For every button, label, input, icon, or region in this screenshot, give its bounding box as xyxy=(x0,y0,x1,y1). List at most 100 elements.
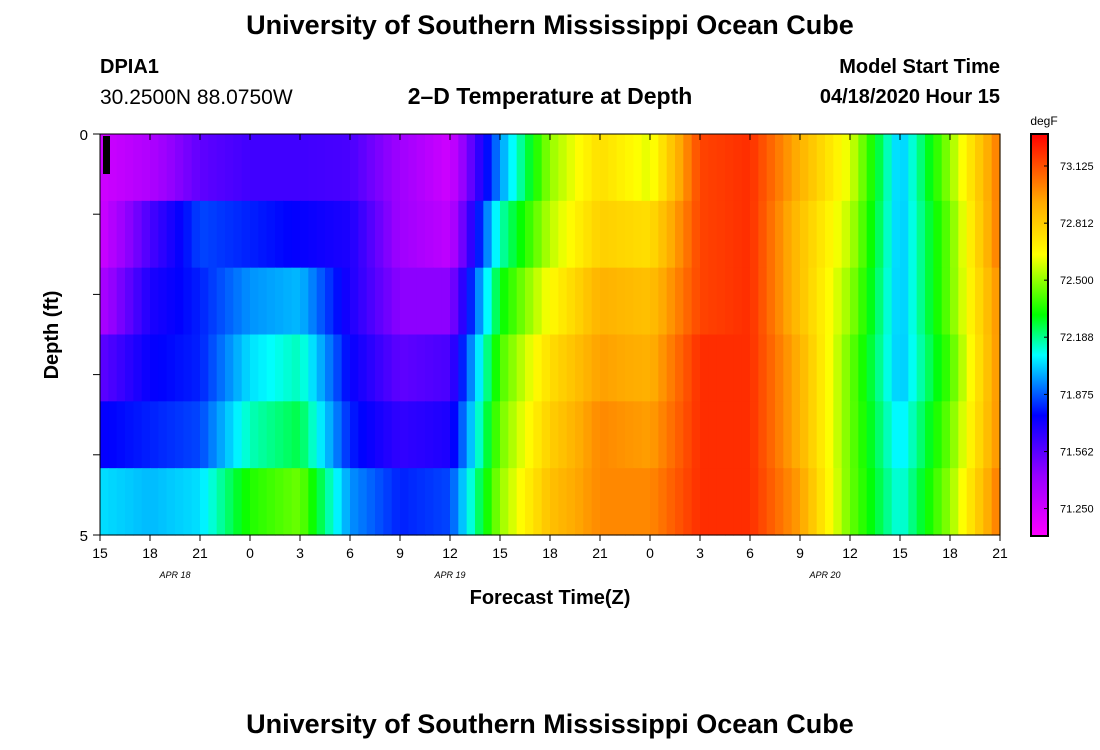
heatmap-cell xyxy=(808,267,818,336)
heatmap-cell xyxy=(908,334,918,402)
heatmap-cell xyxy=(700,134,709,202)
heatmap-cell xyxy=(466,200,476,269)
heatmap-cell xyxy=(158,200,168,269)
heatmap-cell xyxy=(941,468,951,536)
heatmap-cell xyxy=(458,401,468,469)
heatmap-cell xyxy=(141,401,151,469)
heatmap-cell xyxy=(191,401,201,469)
heatmap-cell xyxy=(991,334,1001,402)
heatmap-cell xyxy=(908,468,918,536)
heatmap-cell xyxy=(841,134,851,202)
heatmap-cell xyxy=(325,334,334,402)
heatmap-cell xyxy=(341,468,351,536)
heatmap-cell xyxy=(800,134,809,202)
heatmap-cell xyxy=(308,200,318,269)
heatmap-cell xyxy=(591,468,601,536)
heatmap-cell xyxy=(483,200,493,269)
heatmap-cell xyxy=(516,334,526,402)
heatmap-cell xyxy=(933,401,943,469)
heatmap-cell xyxy=(266,334,276,402)
heatmap-cell xyxy=(700,468,709,536)
heatmap-cell xyxy=(500,200,509,269)
heatmap-cell xyxy=(916,334,926,402)
heatmap-cell xyxy=(308,267,318,336)
heatmap-cell xyxy=(825,468,834,536)
heatmap-cell xyxy=(158,401,168,469)
heatmap-cell xyxy=(691,468,701,536)
heatmap-cell xyxy=(241,401,251,469)
heatmap-cell xyxy=(816,267,826,336)
heatmap-cell xyxy=(808,401,818,469)
heatmap-cell xyxy=(983,334,993,402)
heatmap-cell xyxy=(691,134,701,202)
heatmap-cell xyxy=(350,334,359,402)
heatmap-cell xyxy=(508,200,518,269)
heatmap-cell xyxy=(633,200,643,269)
heatmap-cell xyxy=(141,134,151,202)
heatmap-cell xyxy=(266,401,276,469)
colorbar-tick-label: 71.562 xyxy=(1060,447,1094,459)
heatmap-cell xyxy=(858,134,868,202)
heatmap-cell xyxy=(850,200,859,269)
heatmap-cell xyxy=(591,401,601,469)
heatmap-cell xyxy=(866,468,876,536)
heatmap-cell xyxy=(216,134,226,202)
heatmap-cell xyxy=(966,401,976,469)
heatmap-cell xyxy=(366,134,376,202)
heatmap-cell xyxy=(775,200,784,269)
heatmap-cell xyxy=(541,134,551,202)
heatmap-cell xyxy=(650,401,659,469)
heatmap-cell xyxy=(700,200,709,269)
heatmap-cell xyxy=(183,468,193,536)
heatmap-cell xyxy=(783,334,793,402)
heatmap-cell xyxy=(733,401,743,469)
heatmap-cell xyxy=(741,267,751,336)
heatmap-cell xyxy=(391,334,401,402)
heatmap-cell xyxy=(975,200,984,269)
heatmap-cell xyxy=(708,334,718,402)
heatmap-cell xyxy=(283,134,293,202)
heatmap-cell xyxy=(741,401,751,469)
heatmap-cell xyxy=(616,200,626,269)
heatmap-cell xyxy=(433,334,443,402)
model-start-label: Model Start Time xyxy=(839,56,1000,78)
heatmap-cell xyxy=(716,401,726,469)
heatmap-cell xyxy=(608,134,618,202)
heatmap-cell xyxy=(758,468,768,536)
heatmap-cell xyxy=(141,200,151,269)
heatmap-cell xyxy=(725,200,734,269)
heatmap-cell xyxy=(908,267,918,336)
heatmap-cell xyxy=(766,267,776,336)
heatmap-cell xyxy=(150,267,159,336)
heatmap-cell xyxy=(725,134,734,202)
heatmap-cell xyxy=(583,468,593,536)
heatmap-cell xyxy=(758,134,768,202)
heatmap-cell xyxy=(858,267,868,336)
heatmap-cell xyxy=(850,267,859,336)
heatmap-cell xyxy=(241,468,251,536)
x-tick-label: 15 xyxy=(892,545,908,561)
heatmap-cell xyxy=(200,134,209,202)
heatmap-cell xyxy=(883,468,893,536)
heatmap-cell xyxy=(475,468,484,536)
heatmap-cell xyxy=(641,334,651,402)
heatmap-cell xyxy=(475,401,484,469)
heatmap-cell xyxy=(100,200,109,269)
heatmap-cell xyxy=(108,401,118,469)
heatmap-cell xyxy=(308,134,318,202)
heatmap-cell xyxy=(275,200,284,269)
heatmap-cell xyxy=(883,200,893,269)
x-tick-label: 9 xyxy=(796,545,804,561)
heatmap-cell xyxy=(766,468,776,536)
heatmap-cell xyxy=(916,401,926,469)
heatmap-cell xyxy=(625,267,634,336)
heatmap-cell xyxy=(708,134,718,202)
heatmap-cell xyxy=(233,401,243,469)
heatmap-cell xyxy=(133,468,143,536)
heatmap-cell xyxy=(275,134,284,202)
heatmap-cell xyxy=(475,267,484,336)
heatmap-cell xyxy=(458,200,468,269)
heatmap-cell xyxy=(200,468,209,536)
heatmap-cell xyxy=(525,401,534,469)
